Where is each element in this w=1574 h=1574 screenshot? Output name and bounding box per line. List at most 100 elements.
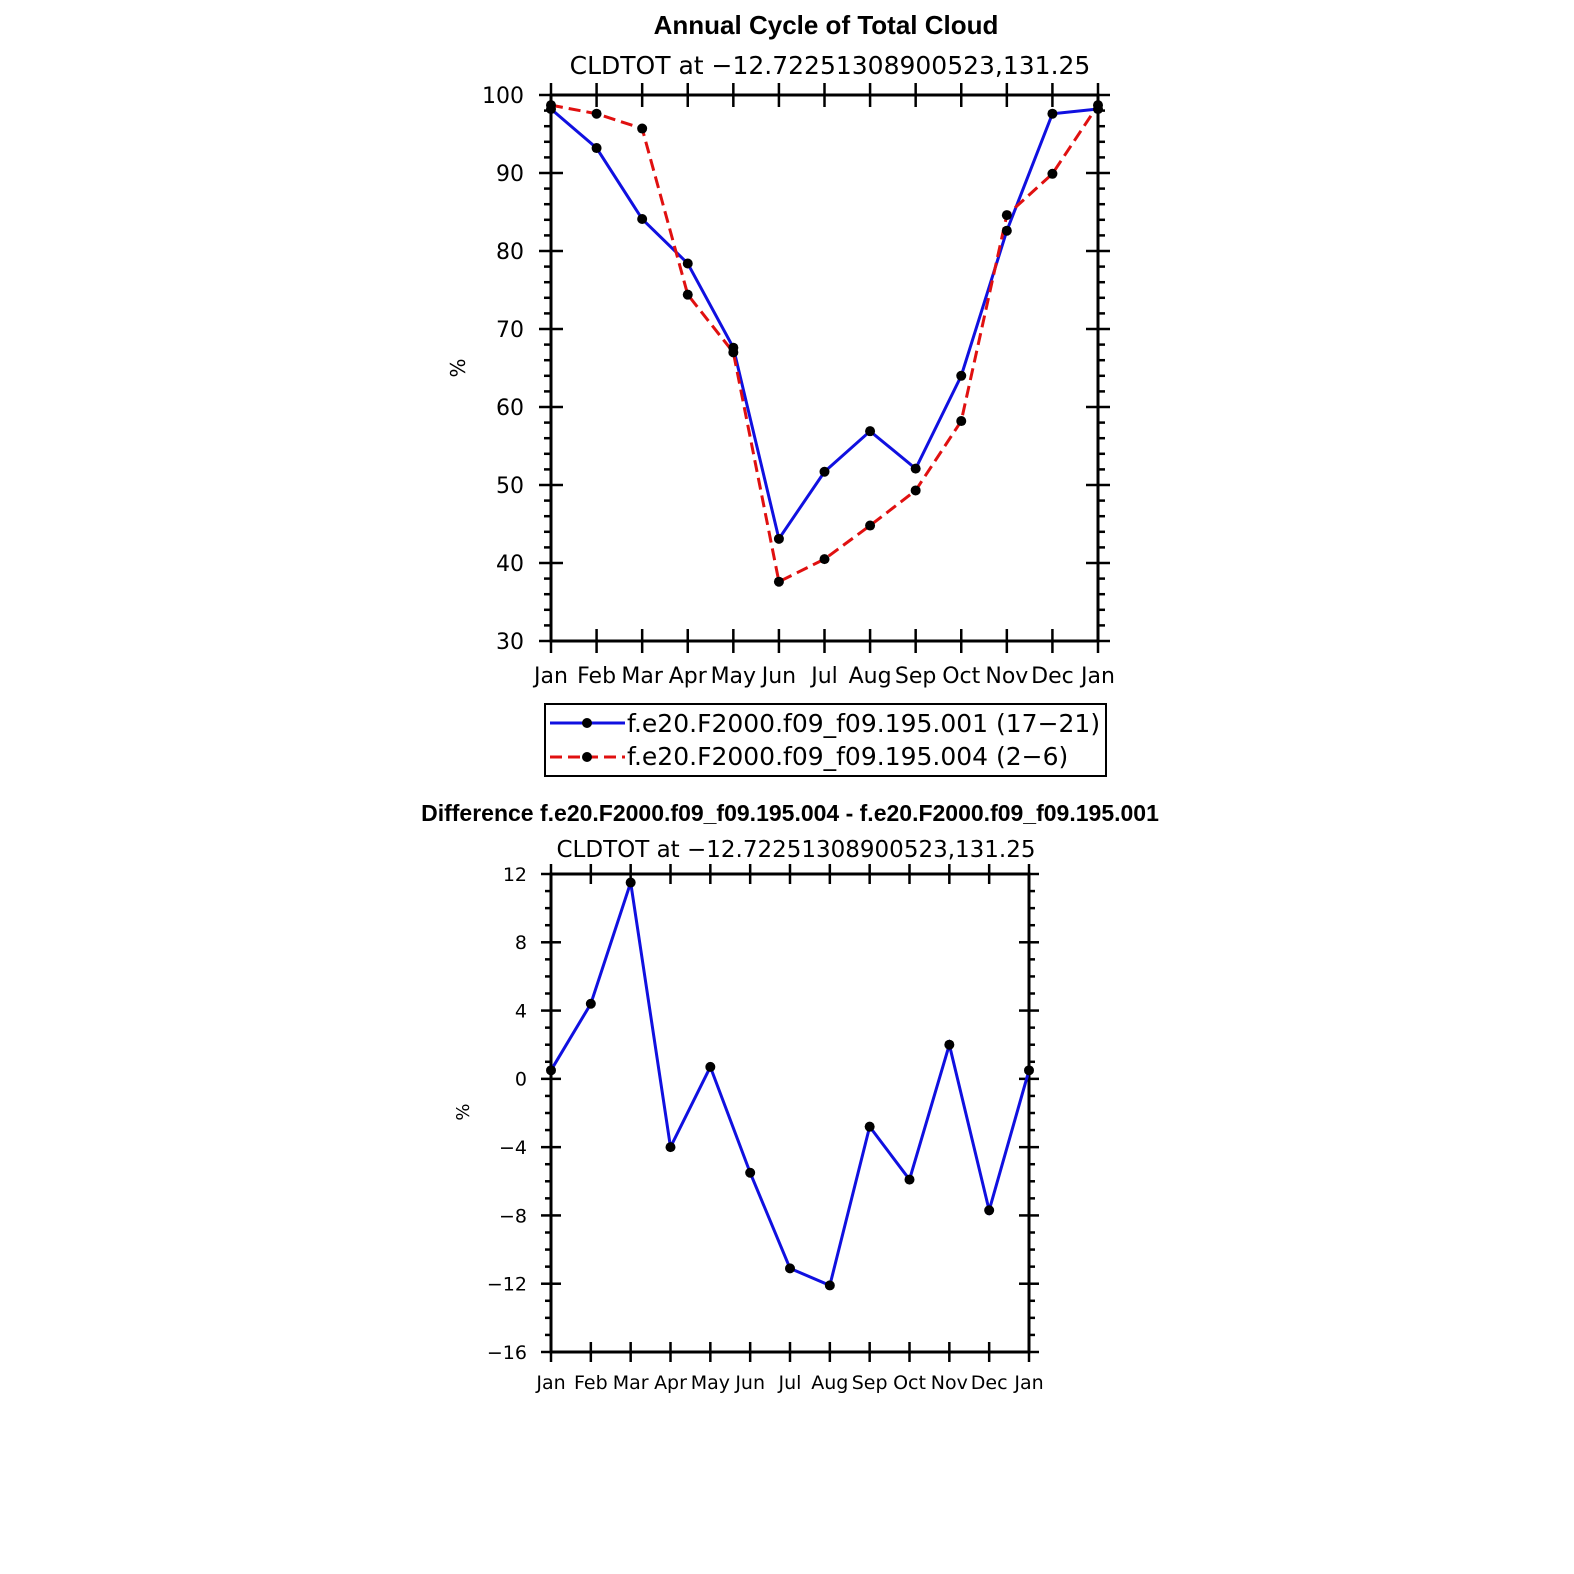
chart-title: Annual Cycle of Total Cloud [654, 10, 999, 40]
x-tick-label: Dec [1031, 664, 1074, 689]
data-point [1024, 1065, 1034, 1076]
x-tick-label: Jan [1079, 664, 1115, 689]
x-tick-label: Dec [971, 1372, 1008, 1394]
y-tick-labels: 12 8 4 0 −4 −8 −12 −16 [487, 864, 527, 1364]
data-point [819, 554, 830, 565]
x-tick-label: Nov [931, 1372, 968, 1394]
data-point [910, 485, 921, 496]
data-point [1001, 225, 1012, 236]
x-tick-label: Apr [669, 664, 708, 689]
chart-subtitle: CLDTOT at −12.72251308900523,131.25 [556, 837, 1035, 863]
x-tick-label: Jun [734, 1372, 765, 1394]
data-point [682, 258, 693, 269]
data-point [819, 466, 830, 477]
legend: f.e20.F2000.f09_f09.195.001 (17−21) f.e2… [544, 703, 1107, 777]
x-tick-label: Nov [985, 664, 1028, 689]
y-tick-label: −12 [487, 1274, 527, 1296]
x-tick-label: Jan [1013, 1372, 1043, 1394]
data-point [864, 1121, 875, 1132]
x-tick-label: Jul [809, 664, 838, 689]
y-tick-label: 8 [515, 932, 527, 954]
data-point [865, 520, 876, 531]
y-tick-label: 12 [503, 864, 527, 886]
x-tick-label: Jun [760, 664, 796, 689]
y-tick-label: 60 [496, 396, 524, 421]
legend-box [544, 703, 1107, 777]
x-tick-label: Aug [849, 664, 892, 689]
y-tick-label: 30 [496, 630, 524, 655]
x-tick-label: Oct [942, 664, 980, 689]
legend-label-series-2: f.e20.F2000.f09_f09.195.004 (2−6) [627, 742, 1068, 771]
x-tick-label: Sep [895, 664, 936, 689]
difference-chart: Difference f.e20.F2000.f09_f09.195.004 -… [421, 800, 1159, 1394]
y-tick-label: −8 [499, 1205, 527, 1227]
data-point [546, 1065, 556, 1076]
plot-frame [549, 872, 1031, 1354]
data-point [591, 108, 602, 119]
x-tick-label: Oct [893, 1372, 926, 1394]
x-tick-label: Sep [852, 1372, 888, 1394]
y-axis-label: % [446, 358, 470, 377]
data-point [1047, 168, 1058, 179]
legend-marker-series-2 [582, 752, 592, 762]
x-tick-label: May [691, 1372, 730, 1394]
y-axis-label: % [453, 1103, 474, 1120]
series-line-2 [550, 103, 1100, 584]
data-point [1001, 210, 1012, 221]
data-point [865, 426, 876, 437]
data-point [637, 123, 648, 134]
y-tick-label: 100 [482, 84, 524, 109]
y-tick-label: 90 [496, 162, 524, 187]
x-tick-label: Mar [613, 1372, 649, 1394]
data-point [944, 1039, 955, 1050]
data-point [546, 100, 556, 111]
x-tick-label: Jan [535, 1372, 565, 1394]
legend-label-series-1: f.e20.F2000.f09_f09.195.001 (17−21) [627, 709, 1100, 738]
data-point [682, 289, 693, 300]
data-point [904, 1174, 915, 1185]
data-point [1093, 100, 1103, 111]
y-tick-label: 0 [515, 1069, 527, 1091]
data-point [956, 416, 967, 427]
y-tick-label: 50 [496, 474, 524, 499]
x-tick-label: Aug [811, 1372, 848, 1394]
data-point [824, 1280, 835, 1291]
x-tick-label: Mar [621, 664, 663, 689]
data-point [910, 463, 921, 474]
series-group [546, 100, 1103, 587]
y-tick-label: 70 [496, 318, 524, 343]
y-tick-label: 4 [515, 1000, 527, 1022]
y-tick-label: −4 [499, 1137, 527, 1159]
axis-ticks [539, 83, 1110, 653]
x-tick-labels: Jan Feb Mar Apr May Jun Jul Aug Sep Oct Nov Dec Jan [535, 1372, 1043, 1394]
y-tick-label: 40 [496, 552, 524, 577]
chart-subtitle: CLDTOT at −12.72251308900523,131.25 [570, 51, 1091, 80]
x-tick-label: Jul [778, 1372, 802, 1394]
legend-marker-series-1 [582, 718, 592, 728]
data-point [773, 533, 784, 544]
data-point [705, 1061, 716, 1072]
axis-ticks [541, 864, 1039, 1362]
series-line-1 [549, 882, 1031, 1288]
data-point [745, 1167, 756, 1178]
chart-title: Difference f.e20.F2000.f09_f09.195.004 -… [421, 800, 1159, 826]
data-point [728, 347, 739, 358]
data-point [637, 214, 648, 225]
x-tick-label: Feb [574, 1372, 608, 1394]
y-tick-label: −16 [487, 1342, 527, 1364]
data-point [585, 998, 596, 1009]
data-point [785, 1263, 795, 1274]
x-tick-label: May [711, 664, 756, 689]
data-point [773, 576, 784, 587]
annual-cycle-chart: Annual Cycle of Total Cloud CLDTOT at −1… [446, 10, 1115, 777]
x-tick-label: Jan [532, 664, 568, 689]
y-tick-labels: 30 40 50 60 70 80 90 100 [482, 84, 524, 655]
data-point [956, 370, 967, 381]
series-group [546, 877, 1034, 1291]
x-tick-label: Feb [577, 664, 616, 689]
data-point [984, 1205, 995, 1216]
data-point [665, 1142, 676, 1153]
data-point [1047, 108, 1058, 119]
data-point [625, 877, 636, 888]
